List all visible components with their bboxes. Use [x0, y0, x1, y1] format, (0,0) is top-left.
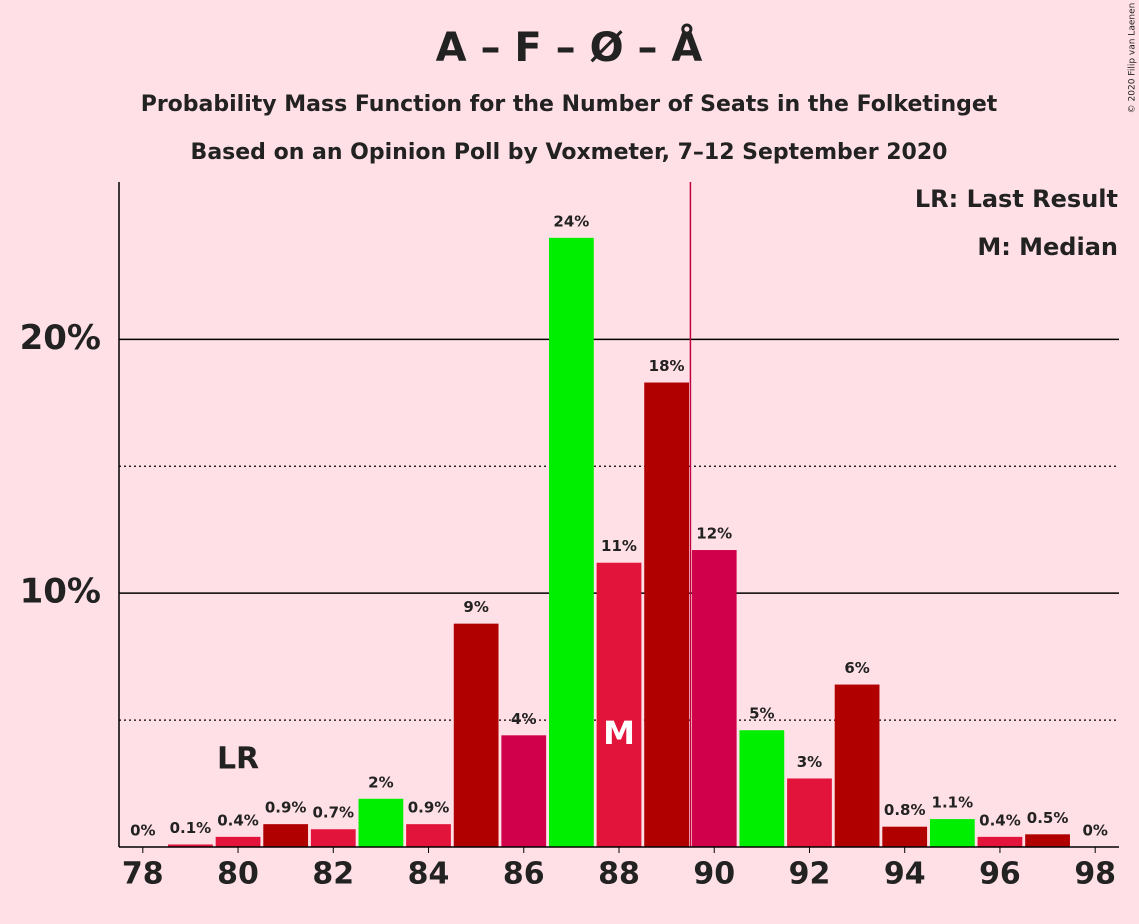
- bar: [977, 836, 1023, 847]
- bar: [263, 824, 309, 847]
- value-label: 3%: [797, 753, 822, 771]
- value-label: 9%: [463, 598, 488, 616]
- bar: [882, 826, 928, 847]
- x-tick-label: 94: [884, 857, 926, 892]
- bar: [549, 237, 594, 847]
- x-tick-label: 96: [979, 857, 1021, 892]
- bar: [310, 829, 356, 847]
- bar: [1025, 834, 1070, 847]
- last-result-label: LR: [217, 742, 259, 777]
- chart-subtitle: Probability Mass Function for the Number…: [141, 92, 998, 117]
- x-tick-label: 86: [503, 857, 545, 892]
- credit: © 2020 Filip van Laenen: [1128, 3, 1138, 114]
- value-label: 18%: [649, 357, 685, 375]
- legend-entry: M: Median: [977, 233, 1118, 261]
- bar: [644, 382, 689, 847]
- chart-subtitle: Based on an Opinion Poll by Voxmeter, 7–…: [191, 140, 948, 165]
- x-tick-label: 80: [217, 857, 259, 892]
- value-label: 1.1%: [932, 794, 974, 812]
- bar: [406, 824, 451, 847]
- bar: [787, 778, 832, 847]
- x-tick-label: 98: [1074, 857, 1116, 892]
- x-tick-label: 78: [122, 857, 164, 892]
- bar: [215, 836, 261, 847]
- x-tick-label: 92: [789, 857, 831, 892]
- value-label: 2%: [368, 773, 393, 791]
- y-tick-label: 10%: [20, 572, 101, 612]
- bar: [929, 819, 975, 847]
- x-tick-label: 88: [598, 857, 640, 892]
- value-label: 4%: [511, 710, 536, 728]
- value-label: 12%: [696, 525, 732, 543]
- bar: [739, 730, 785, 847]
- bar: [358, 798, 404, 847]
- value-label: 24%: [553, 212, 589, 230]
- value-label: 0.1%: [170, 819, 212, 837]
- x-tick-label: 90: [693, 857, 735, 892]
- bar: [834, 684, 880, 847]
- median-label: M: [603, 714, 635, 752]
- value-label: 0.9%: [265, 799, 307, 817]
- value-label: 0.5%: [1027, 809, 1069, 827]
- value-label: 0.4%: [979, 811, 1021, 829]
- value-label: 5%: [749, 705, 774, 723]
- value-label: 0.8%: [884, 801, 926, 819]
- bar: [168, 844, 213, 847]
- x-tick-label: 82: [312, 857, 354, 892]
- bar: [501, 735, 547, 847]
- legend-entry: LR: Last Result: [915, 185, 1118, 213]
- value-label: 0.9%: [408, 799, 450, 817]
- value-label: 11%: [601, 537, 637, 555]
- bar: [453, 623, 499, 847]
- bar: [596, 562, 642, 847]
- value-label: 6%: [844, 659, 869, 677]
- value-label: 0%: [130, 822, 155, 840]
- chart-title: A – F – Ø – Å: [436, 22, 703, 71]
- x-tick-label: 84: [408, 857, 450, 892]
- value-label: 0.4%: [217, 811, 259, 829]
- y-tick-label: 20%: [20, 318, 101, 358]
- bar: [691, 550, 737, 847]
- value-label: 0%: [1082, 822, 1107, 840]
- value-label: 0.7%: [312, 804, 354, 822]
